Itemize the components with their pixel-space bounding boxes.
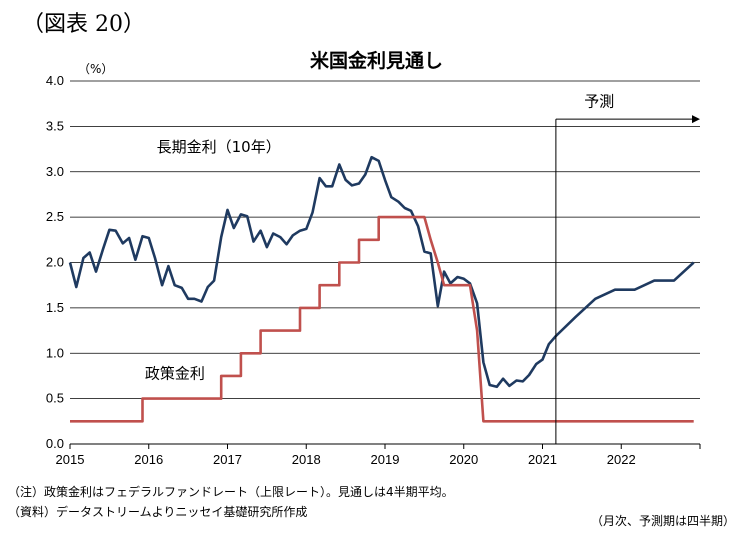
x-tick-label: 2020 [449, 452, 478, 467]
x-tick-label: 2022 [607, 452, 636, 467]
figure-label: （図表 20） [22, 12, 145, 37]
y-tick-label: 3.5 [46, 118, 64, 133]
forecast-label: 予測 [584, 92, 614, 110]
note-source: （資料）データストリームよりニッセイ基礎研究所作成 [8, 505, 308, 519]
y-axis-unit: （%） [78, 62, 114, 76]
y-tick-label: 0.5 [46, 391, 64, 406]
note-footnote: （注）政策金利はフェデラルファンドレート（上限レート）。見通しは4半期平均。 [8, 485, 454, 499]
x-tick-label: 2017 [213, 452, 242, 467]
y-tick-label: 1.0 [46, 345, 64, 360]
series-line-long-rate [68, 155, 695, 389]
series-label-long-rate: 長期金利（10年） [157, 138, 281, 156]
note-frequency: （月次、予測期は四半期） [590, 514, 735, 528]
y-tick-label: 2.0 [46, 255, 64, 270]
x-tick-label: 2016 [134, 452, 163, 467]
y-tick-label: 3.0 [46, 164, 64, 179]
x-tick-label: 2021 [528, 452, 557, 467]
series-label-policy-rate: 政策金利 [145, 365, 205, 383]
series-line-policy-rate [70, 215, 694, 423]
y-tick-label: 0.0 [46, 436, 64, 451]
y-tick-label: 4.0 [46, 73, 64, 88]
y-tick-label: 2.5 [46, 209, 64, 224]
x-tick-label: 2015 [56, 452, 85, 467]
x-tick-label: 2019 [371, 452, 400, 467]
forecast-arrow-head [692, 115, 700, 124]
chart-title: 米国金利見通し [309, 50, 443, 72]
y-tick-label: 1.5 [46, 300, 64, 315]
x-tick-label: 2018 [292, 452, 321, 467]
